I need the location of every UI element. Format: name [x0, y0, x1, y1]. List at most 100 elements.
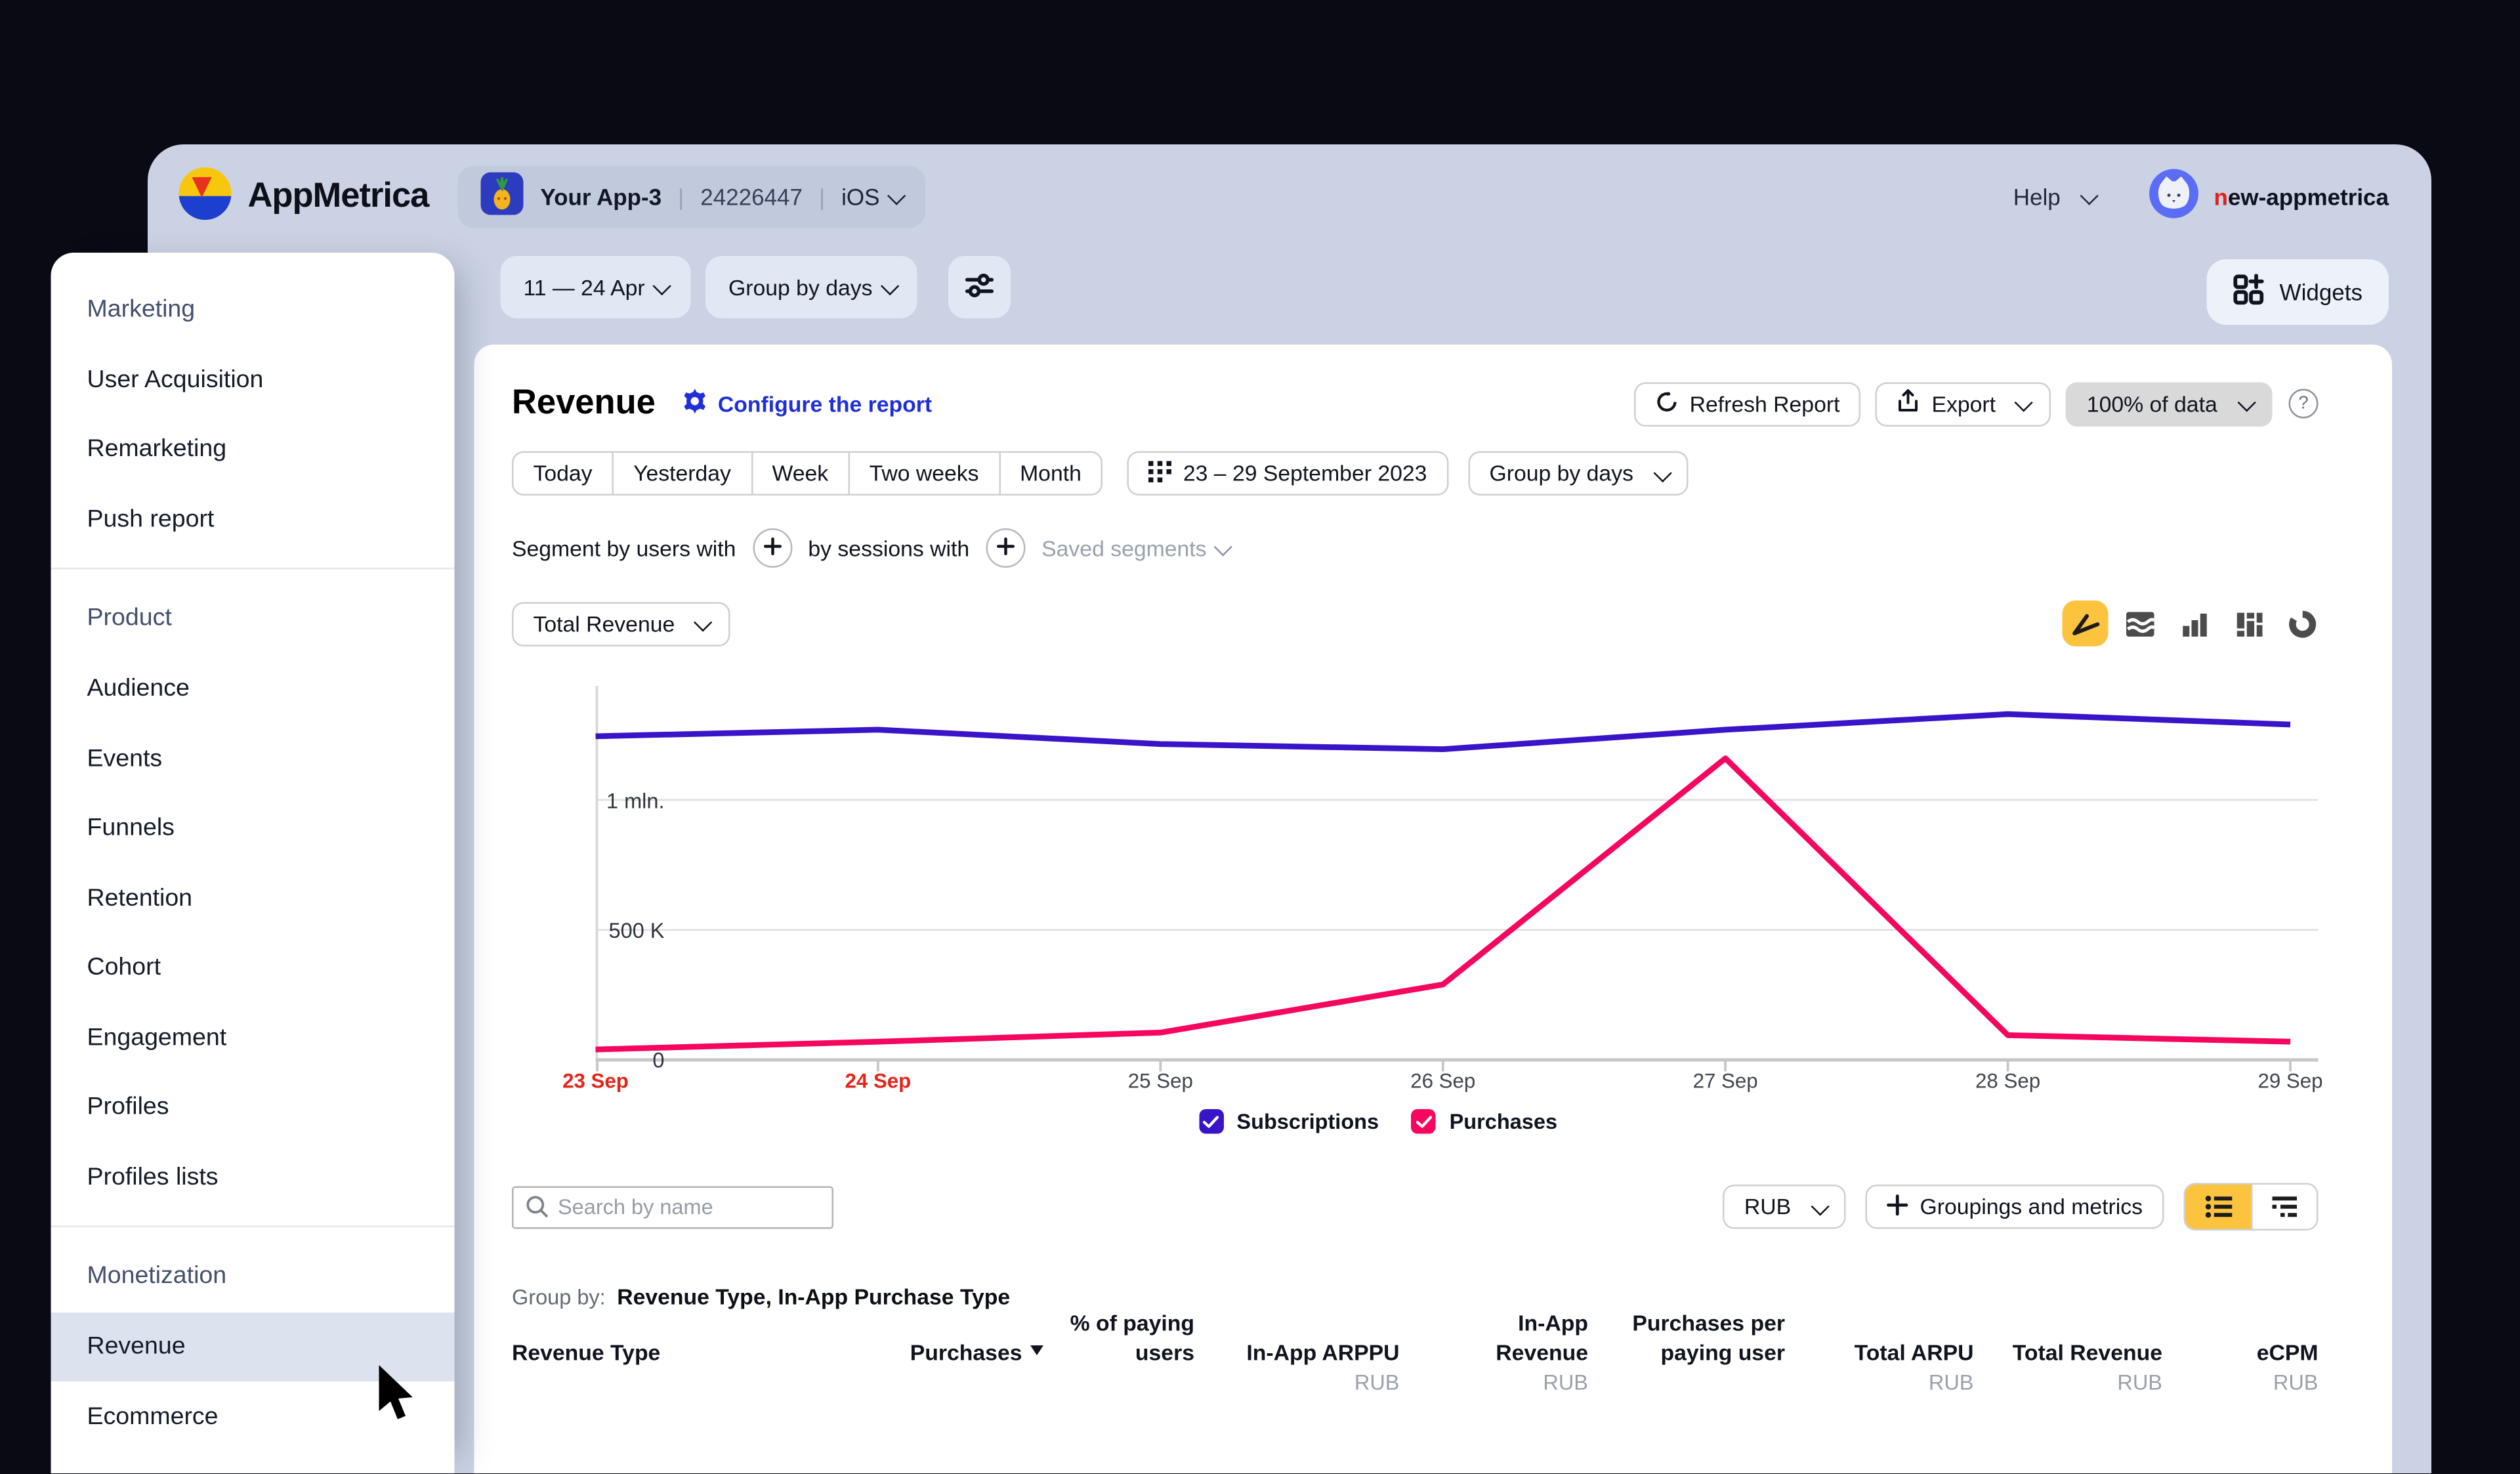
column-header--of-paying-users[interactable]: % of paying users: [1043, 1309, 1194, 1410]
sort-desc-icon: [1030, 1338, 1043, 1367]
separator: |: [678, 184, 684, 210]
sidebar-item-profiles-lists[interactable]: Profiles lists: [87, 1162, 219, 1191]
data-sampling-button[interactable]: 100% of data: [2065, 381, 2273, 426]
sidebar-item-profiles[interactable]: Profiles: [87, 1093, 169, 1122]
metric-selector-button[interactable]: Total Revenue: [512, 601, 730, 646]
legend-checkbox[interactable]: [1198, 1109, 1224, 1134]
app-name: Your App-3: [540, 184, 662, 210]
legend-checkbox[interactable]: [1412, 1109, 1437, 1134]
separator: |: [818, 184, 826, 210]
chevron-down-icon: [1215, 537, 1232, 556]
table-search: [512, 1185, 833, 1229]
search-input[interactable]: [512, 1185, 833, 1229]
column-header-label[interactable]: Total ARPU: [1854, 1339, 1974, 1364]
chart-type-stacked-button[interactable]: [2225, 600, 2271, 646]
sidebar-section-title: Marketing: [87, 294, 196, 323]
sidebar-item-remarketing[interactable]: Remarketing: [87, 435, 227, 463]
chevron-down-icon: [2015, 393, 2033, 411]
account-menu[interactable]: new-appmetrica: [2149, 168, 2389, 226]
sidebar-item-user-acquisition[interactable]: User Acquisition: [87, 365, 264, 394]
help-circle-icon[interactable]: ?: [2288, 389, 2319, 419]
chart-plot: [595, 686, 2319, 1072]
app-selector[interactable]: Your App-3 | 24226447 | iOS: [458, 165, 925, 228]
period-tab-yesterday[interactable]: Yesterday: [612, 451, 753, 495]
x-axis-tick: 25 Sep: [1127, 1070, 1193, 1093]
legend-item-subscriptions[interactable]: Subscriptions: [1198, 1109, 1379, 1134]
period-tab-today[interactable]: Today: [512, 451, 614, 495]
widgets-button[interactable]: Widgets: [2207, 259, 2389, 325]
date-picker-button[interactable]: 23 – 29 September 2023: [1127, 451, 1448, 495]
sidebar-item-retention[interactable]: Retention: [87, 883, 193, 912]
sidebar-item-audience[interactable]: Audience: [87, 675, 190, 703]
column-header-label[interactable]: Purchases: [910, 1338, 1043, 1367]
chevron-down-icon: [2080, 186, 2098, 205]
column-currency-label: RUB: [1354, 1370, 1400, 1395]
column-header-in-app-arppu[interactable]: In-App ARPPU RUB: [1194, 1338, 1400, 1410]
chart-type-area-button[interactable]: [2116, 600, 2162, 646]
chart-type-donut-button[interactable]: [2279, 600, 2325, 646]
date-range-selector[interactable]: 11 — 24 Apr: [500, 256, 690, 318]
column-header-purchases-per-paying-user[interactable]: Purchases per paying user: [1588, 1309, 1785, 1410]
column-header-label[interactable]: % of paying users: [1070, 1311, 1194, 1364]
chevron-down-icon: [694, 613, 713, 631]
y-axis-tick: 0: [652, 1047, 665, 1072]
chart-type-line-button[interactable]: [2062, 600, 2109, 646]
column-currency-label: RUB: [2117, 1370, 2162, 1395]
sidebar-item-cohort[interactable]: Cohort: [87, 954, 161, 982]
app-platform[interactable]: iOS: [841, 184, 906, 210]
column-header-label[interactable]: In-App ARPPU: [1246, 1339, 1400, 1364]
x-axis-tick: 29 Sep: [2258, 1070, 2323, 1093]
chart-type-switcher: [2062, 600, 2325, 646]
help-menu[interactable]: Help: [2013, 184, 2098, 210]
x-axis-tick: 24 Sep: [845, 1070, 912, 1093]
toolbar-group-by-selector[interactable]: Group by days: [705, 256, 918, 318]
sidebar-item-funnels[interactable]: Funnels: [87, 814, 175, 843]
column-header-total-arpu[interactable]: Total ARPU RUB: [1785, 1338, 1974, 1410]
report-settings-button[interactable]: [948, 256, 1011, 318]
chevron-down-icon: [653, 277, 671, 295]
refresh-report-button[interactable]: Refresh Report: [1633, 381, 1861, 426]
widgets-icon: [2234, 274, 2265, 310]
legend-label: Purchases: [1449, 1109, 1558, 1134]
gear-icon: [682, 389, 707, 419]
groupings-metrics-button[interactable]: Groupings and metrics: [1865, 1185, 2164, 1229]
column-header-revenue-type[interactable]: Revenue Type: [512, 1338, 847, 1410]
period-tab-week[interactable]: Week: [750, 451, 850, 495]
sidebar-item-engagement[interactable]: Engagement: [87, 1023, 227, 1051]
column-header-ecpm[interactable]: eCPM RUB: [2162, 1338, 2319, 1410]
sidebar-item-ecommerce[interactable]: Ecommerce: [87, 1402, 219, 1431]
period-tab-month[interactable]: Month: [998, 451, 1103, 495]
configure-report-link[interactable]: Configure the report: [682, 389, 932, 419]
export-button[interactable]: Export: [1876, 381, 2051, 426]
column-header-purchases[interactable]: Purchases: [847, 1338, 1043, 1410]
y-axis-tick: 500 K: [608, 917, 665, 942]
column-header-label[interactable]: Purchases per paying user: [1632, 1311, 1785, 1364]
list-view-button[interactable]: [2185, 1185, 2251, 1229]
column-header-in-app-revenue[interactable]: In-App Revenue RUB: [1400, 1309, 1588, 1410]
refresh-icon: [1655, 390, 1678, 418]
group-by-label: Group by:: [512, 1284, 606, 1309]
sidebar-item-revenue[interactable]: Revenue: [51, 1311, 455, 1381]
column-header-label[interactable]: In-App Revenue: [1496, 1311, 1588, 1364]
chart-type-bar-button[interactable]: [2171, 600, 2217, 646]
sidebar-item-push-report[interactable]: Push report: [87, 505, 215, 533]
chevron-down-icon: [888, 186, 906, 205]
series-line-subscriptions: [595, 711, 2291, 753]
add-session-segment-button[interactable]: [986, 528, 1026, 568]
column-header-total-revenue[interactable]: Total Revenue RUB: [1974, 1338, 2162, 1410]
calendar-grid-icon: [1148, 459, 1172, 488]
legend-item-purchases[interactable]: Purchases: [1412, 1109, 1557, 1134]
period-tab-two-weeks[interactable]: Two weeks: [848, 451, 1001, 495]
sidebar-item-events[interactable]: Events: [87, 744, 163, 772]
column-header-label[interactable]: Total Revenue: [2012, 1339, 2162, 1364]
column-header-label[interactable]: eCPM: [2256, 1339, 2319, 1364]
tree-view-button[interactable]: [2251, 1185, 2317, 1229]
saved-segments-dropdown[interactable]: Saved segments: [1041, 536, 1232, 560]
currency-selector-button[interactable]: RUB: [1723, 1185, 1846, 1229]
appmetrica-logo[interactable]: AppMetrica: [177, 165, 429, 229]
add-user-segment-button[interactable]: [752, 528, 792, 568]
report-group-by-button[interactable]: Group by days: [1467, 451, 1689, 495]
column-header-label[interactable]: Revenue Type: [512, 1339, 661, 1364]
page-title: Revenue: [512, 384, 656, 422]
